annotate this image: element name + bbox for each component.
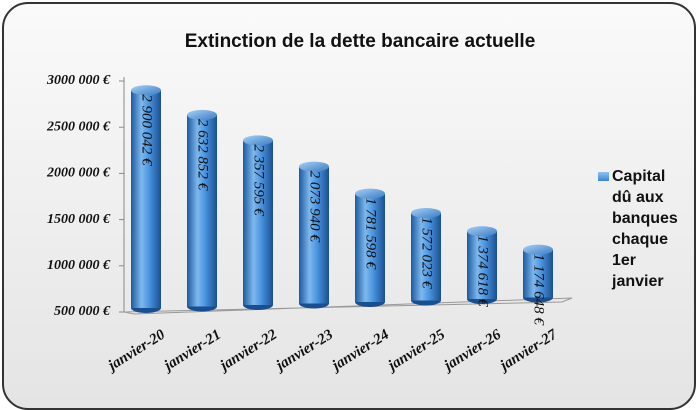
bar-top (131, 85, 161, 96)
bar (187, 114, 217, 307)
bar-top (523, 244, 553, 255)
bar-top (243, 135, 273, 146)
bar (411, 212, 441, 301)
bar-top (467, 226, 497, 237)
value-label: 1 781 598 € (363, 198, 379, 271)
legend-swatch (598, 172, 609, 181)
x-tick-label: janvier-24 (328, 326, 392, 374)
legend-label: Capital dû aux banques chaque 1er janvie… (612, 168, 678, 290)
floor (123, 297, 573, 315)
y-tick-label: 2000 000 € (46, 166, 111, 181)
x-tick-label: janvier-25 (384, 326, 448, 374)
legend: Capital dû aux banques chaque 1er janvie… (598, 166, 688, 292)
bar (131, 90, 161, 309)
y-tick-label: 1500 000 € (47, 212, 111, 227)
bar-top (187, 109, 217, 120)
value-label: 1 572 023 € (419, 217, 435, 290)
value-label: 2 357 595 € (251, 144, 267, 217)
bar (467, 231, 497, 299)
value-label: 2 632 852 € (195, 119, 211, 192)
bar (355, 193, 385, 302)
value-label: 2 073 940 € (307, 171, 323, 244)
chart: Extinction de la dette bancaire actuelle… (46, 31, 573, 375)
x-tick-label: janvier-20 (104, 326, 168, 374)
bar-top (355, 188, 385, 199)
y-tick-label: 500 000 € (54, 304, 111, 319)
x-tick-label: janvier-26 (440, 326, 504, 374)
x-tick-label: janvier-23 (272, 326, 336, 374)
chart-title: Extinction de la dette bancaire actuelle (185, 31, 536, 52)
bar-top (411, 207, 441, 218)
value-label: 2 900 042 € (139, 94, 155, 167)
value-label: 1 174 648 € (531, 254, 547, 327)
x-tick-label: janvier-22 (216, 326, 280, 374)
bar (299, 166, 329, 304)
value-label: 1 374 618 € (475, 235, 491, 308)
bar (243, 140, 273, 305)
bar-top (299, 161, 329, 172)
bar (523, 249, 553, 298)
y-tick-label: 2500 000 € (46, 119, 111, 134)
y-tick-label: 1000 000 € (47, 258, 111, 273)
y-tick-label: 3000 000 € (46, 73, 111, 88)
x-tick-label: janvier-21 (160, 327, 224, 375)
x-tick-label: janvier-27 (496, 326, 560, 374)
